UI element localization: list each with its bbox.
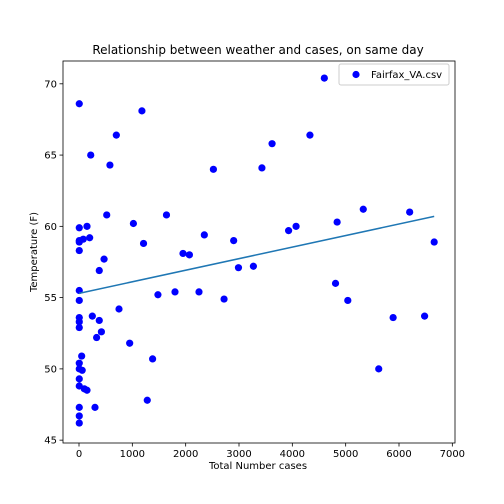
y-tick-label: 65 <box>44 151 57 162</box>
legend-frame <box>338 63 450 86</box>
data-point <box>195 288 203 296</box>
x-tick-label: 5000 <box>333 449 358 460</box>
data-point <box>97 328 105 336</box>
data-point <box>162 211 171 219</box>
x-tick-label: 3000 <box>226 449 251 460</box>
data-point <box>93 333 101 342</box>
data-point <box>95 316 103 325</box>
data-point <box>406 208 414 216</box>
legend: Fairfax_VA.csv <box>338 63 450 86</box>
x-tick-label: 4000 <box>280 449 305 460</box>
data-point <box>249 262 257 270</box>
data-point <box>75 375 83 383</box>
data-point <box>220 295 228 303</box>
data-point <box>75 246 83 255</box>
data-point <box>79 235 87 243</box>
data-point <box>83 222 91 230</box>
data-point <box>103 211 111 219</box>
data-point <box>91 403 99 411</box>
data-point <box>421 312 429 320</box>
data-point <box>75 100 83 108</box>
y-tick-label: 50 <box>44 364 57 375</box>
axes: 0 1000 2000 3000 4000 5000 6000 7000 45 50 55 60 65 7… <box>44 60 465 460</box>
data-point <box>292 222 300 230</box>
data-point <box>179 249 187 258</box>
data-point <box>78 352 86 360</box>
y-tick-label: 55 <box>44 293 57 304</box>
data-point <box>258 164 266 172</box>
data-point <box>333 218 341 226</box>
data-point <box>95 266 103 275</box>
data-point <box>75 419 83 427</box>
y-axis-label: Temperature (F) <box>29 212 40 293</box>
data-point <box>75 403 83 411</box>
data-point <box>75 359 83 367</box>
data-point <box>359 205 367 213</box>
data-point <box>320 74 328 82</box>
data-point <box>285 227 293 235</box>
y-tick-label: 60 <box>44 222 57 233</box>
data-point <box>100 255 108 263</box>
x-tick-label: 7000 <box>440 449 465 460</box>
x-tick-label: 2000 <box>173 449 198 460</box>
legend-marker <box>352 70 360 79</box>
data-point <box>389 313 397 322</box>
data-point <box>112 131 120 139</box>
data-point <box>106 161 114 169</box>
data-point <box>129 219 137 228</box>
data-point <box>171 288 179 296</box>
data-point <box>185 251 193 259</box>
data-point <box>78 366 86 374</box>
data-point <box>230 237 238 245</box>
data-point <box>268 140 276 148</box>
plot-frame <box>62 60 456 444</box>
chart-title: Relationship between weather and cases, … <box>92 43 423 57</box>
trend-line <box>78 215 435 295</box>
data-point <box>75 224 83 232</box>
data-point <box>200 231 208 239</box>
data-point <box>86 234 94 242</box>
data-point <box>115 305 123 313</box>
data-point <box>75 412 83 420</box>
data-point <box>430 238 438 246</box>
data-point <box>139 239 148 248</box>
data-point <box>88 312 96 320</box>
data-point <box>126 339 134 347</box>
x-tick-label: 1000 <box>120 449 145 460</box>
data-point <box>234 264 243 272</box>
x-tick-label: 0 <box>76 449 82 460</box>
data-point <box>375 365 383 373</box>
data-point <box>75 318 83 326</box>
x-tick-label: 6000 <box>386 449 411 460</box>
x-axis-label: Total Number cases <box>208 461 307 472</box>
legend-entry: Fairfax_VA.csv <box>371 70 442 81</box>
data-point <box>331 279 340 287</box>
y-tick-label: 70 <box>44 79 57 90</box>
data-point <box>143 396 151 404</box>
data-point <box>149 355 157 363</box>
data-point <box>344 296 352 305</box>
data-point <box>154 291 162 299</box>
data-point <box>75 323 83 332</box>
data-point <box>87 151 95 159</box>
plot-area <box>75 74 438 427</box>
data-point <box>209 165 217 173</box>
data-point <box>83 386 91 394</box>
y-tick-label: 45 <box>44 436 57 447</box>
data-point <box>306 131 314 139</box>
data-point <box>138 107 146 115</box>
data-point <box>75 296 83 305</box>
